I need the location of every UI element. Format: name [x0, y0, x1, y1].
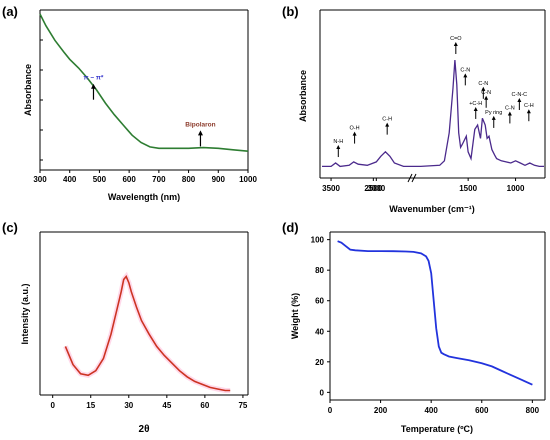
spectrum-b-x-tick-label-2: 2500 [364, 184, 382, 193]
tga-y-tick-label-4: 80 [315, 266, 324, 275]
panel-label-d: (d) [282, 220, 299, 235]
spectrum-b-annotation-1: O-H [350, 126, 360, 132]
spectrum-a-x-tick-label-5: 800 [182, 175, 196, 184]
spectrum-b-annotation-10: C-N-C [512, 92, 528, 98]
spectrum-b-annotation-5: +C-H [469, 101, 482, 107]
spectrum-b-annotation-arrowhead-2 [385, 122, 390, 127]
spectrum-b-annotation-0: N-H [333, 139, 343, 145]
panel-label-a: (a) [2, 4, 18, 19]
spectrum-b-annotation-arrowhead-1 [352, 131, 357, 136]
spectrum-a-annotation-0: π − π* [84, 75, 104, 82]
spectrum-a-x-axis-label: Wavelength (nm) [108, 192, 180, 202]
spectrum-b-annotations: N-HO-HC-HC=OC-N+C-HC-NC-NPy ringC-NC-N-C… [333, 36, 534, 158]
tga-x-axis-label: Temperature (ºC) [401, 424, 473, 434]
tga-x-tick-label-2: 400 [424, 406, 438, 415]
xrd-x-tick-label-4: 60 [200, 401, 209, 410]
spectrum-b-annotation-7: C-N [481, 90, 491, 96]
xrd-x-tick-label-5: 75 [238, 401, 247, 410]
xrd-x-tick-label-0: 0 [50, 401, 55, 410]
spectrum-b-annotation-6: C-N [478, 81, 488, 87]
xrd-x-axis-label: 2θ [139, 424, 150, 435]
xrd-x-tick-label-3: 45 [162, 401, 171, 410]
spectrum-b-x-tick-label-1: 3000 [367, 184, 385, 193]
panel-a: (a) Wavelength (nm) Absorbance 300 400 500… [2, 4, 257, 202]
spectrum-b-annotation-4: C-N [460, 67, 470, 73]
tga-y-tick-label-5: 100 [311, 236, 325, 245]
spectrum-a-x-tick-label-7: 1000 [239, 175, 257, 184]
tga-y-tick-labels: 0 20 40 60 80 100 [311, 236, 330, 397]
xrd-x-tick-label-1: 15 [86, 401, 95, 410]
spectrum-a-line [39, 13, 249, 152]
tga-y-tick-label-3: 60 [315, 297, 324, 306]
panel-label-b: (b) [282, 4, 299, 19]
tga-y-axis-label: Weight (%) [290, 293, 300, 339]
spectrum-b-annotation-arrowhead-6 [481, 86, 486, 91]
spectrum-b-annotation-arrowhead-9 [507, 111, 512, 116]
spectrum-b-annotation-2: C-H [382, 117, 392, 123]
spectrum-a-y-ticks [40, 39, 43, 161]
spectrum-b-x-tick-label-4: 1000 [507, 184, 525, 193]
spectrum-b-axis-break [407, 173, 417, 183]
tga-x-tick-label-0: 0 [328, 406, 333, 415]
panel-d: (d) Temperature (ºC) Weight (%) 0 200 400 6… [282, 220, 546, 434]
tga-x-tick-label-4: 800 [526, 406, 540, 415]
spectrum-b-annotation-arrowhead-11 [526, 109, 531, 114]
spectrum-b-annotation-3: C=O [450, 36, 462, 42]
spectrum-b-line [322, 59, 544, 168]
spectrum-b-annotation-9: C-N [505, 105, 515, 111]
spectrum-a-x-tick-label-6: 900 [212, 175, 226, 184]
spectrum-b-annotation-arrowhead-8 [491, 115, 496, 120]
spectrum-b-annotation-arrowhead-3 [453, 42, 458, 46]
spectrum-a-annotation-1: Bipolaron [185, 121, 215, 128]
spectrum-b-x-axis-label: Wavenumber (cm⁻¹) [389, 204, 474, 214]
spectrum-b-annotation-11: C-H [524, 103, 534, 109]
spectrum-a-annotations: π − π* Bipolaron [84, 75, 216, 147]
xrd-x-tick-labels: 0 15 30 45 60 75 [50, 395, 248, 410]
xrd-y-axis-label: Intensity (a.u.) [20, 283, 30, 344]
spectrum-b-x-tick-label-0: 3500 [322, 184, 340, 193]
spectrum-b-annotation-arrowhead-7 [484, 95, 489, 100]
spectrum-b-annotation-arrowhead-0 [336, 145, 341, 150]
tga-y-tick-label-1: 20 [315, 358, 324, 367]
spectrum-a-x-tick-label-2: 500 [93, 175, 107, 184]
spectrum-b-x-tick-label-3: 1500 [459, 184, 477, 193]
spectrum-a-annotation-arrowhead-1 [197, 130, 203, 136]
panel-b: (b) Wavenumber (cm⁻¹) Absorbance 3500 300… [282, 4, 546, 214]
spectrum-b-annotation-arrowhead-4 [463, 73, 468, 78]
panel-c: (c) 2θ Intensity (a.u.) 0 15 30 45 60 75 [2, 220, 249, 435]
spectrum-a-x-tick-label-0: 300 [33, 175, 47, 184]
tga-y-tick-label-2: 40 [315, 327, 324, 336]
xrd-line [64, 274, 231, 392]
spectrum-a-y-axis-label: Absorbance [23, 64, 33, 116]
spectrum-b-annotation-arrowhead-10 [517, 98, 522, 102]
spectrum-b-annotation-arrowhead-5 [473, 106, 478, 111]
spectrum-a-annotation-arrowhead-0 [90, 83, 96, 89]
spectrum-a-x-tick-labels: 300 400 500 600 700 800 900 1000 [33, 170, 257, 184]
tga-x-tick-label-3: 600 [475, 406, 489, 415]
xrd-x-tick-label-2: 30 [124, 401, 133, 410]
tga-x-tick-labels: 0 200 400 600 800 [328, 400, 540, 415]
spectrum-a-x-tick-label-4: 700 [152, 175, 166, 184]
spectrum-a-x-tick-label-3: 600 [122, 175, 136, 184]
spectrum-b-y-axis-label: Absorbance [298, 70, 308, 122]
spectrum-a-x-tick-label-1: 400 [63, 175, 77, 184]
panel-label-c: (c) [2, 220, 18, 235]
spectrum-b-annotation-8: Py ring [485, 110, 502, 116]
tga-x-tick-label-1: 200 [374, 406, 388, 415]
tga-line [337, 240, 533, 386]
tga-y-tick-label-0: 0 [320, 388, 325, 397]
